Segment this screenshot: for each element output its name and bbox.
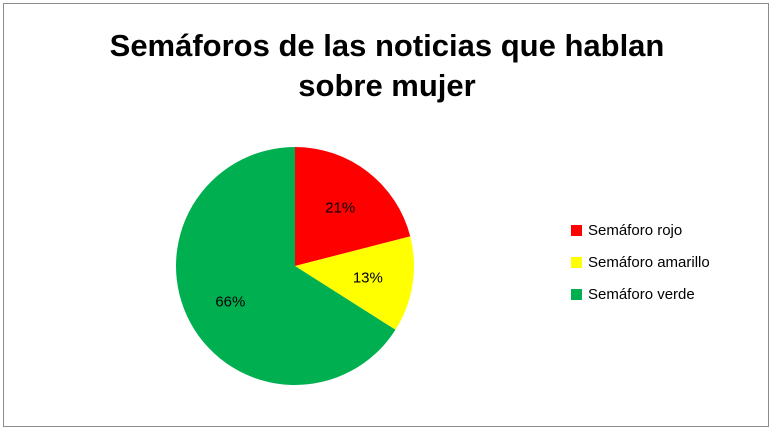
legend-item-rojo: Semáforo rojo bbox=[571, 214, 710, 246]
data-label-amarillo: 13% bbox=[353, 270, 383, 287]
pie-slice-rojo bbox=[295, 147, 411, 266]
legend-swatch-verde bbox=[571, 288, 582, 300]
chart-area: Semáforos de las noticias que hablan sob… bbox=[3, 3, 769, 427]
legend: Semáforo rojo Semáforo amarillo Semáforo… bbox=[571, 214, 710, 310]
legend-label-verde: Semáforo verde bbox=[588, 285, 695, 303]
pie-data-labels: 21% 13% 66% bbox=[215, 200, 383, 311]
legend-label-amarillo: Semáforo amarillo bbox=[588, 253, 710, 271]
legend-swatch-rojo bbox=[571, 224, 582, 236]
pie-slices bbox=[176, 147, 415, 386]
data-label-rojo: 21% bbox=[325, 200, 355, 217]
pie-slice-amarillo bbox=[295, 236, 415, 330]
legend-swatch-amarillo bbox=[571, 256, 582, 268]
chart-title: Semáforos de las noticias que hablan sob… bbox=[4, 26, 770, 106]
legend-item-amarillo: Semáforo amarillo bbox=[571, 246, 710, 278]
legend-item-verde: Semáforo verde bbox=[571, 278, 710, 310]
pie-slice-verde bbox=[176, 147, 396, 386]
chart-title-line-2: sobre mujer bbox=[298, 68, 476, 103]
legend-label-rojo: Semáforo rojo bbox=[588, 221, 683, 239]
data-label-verde: 66% bbox=[215, 294, 245, 311]
chart-title-line-1: Semáforos de las noticias que hablan bbox=[109, 28, 665, 63]
